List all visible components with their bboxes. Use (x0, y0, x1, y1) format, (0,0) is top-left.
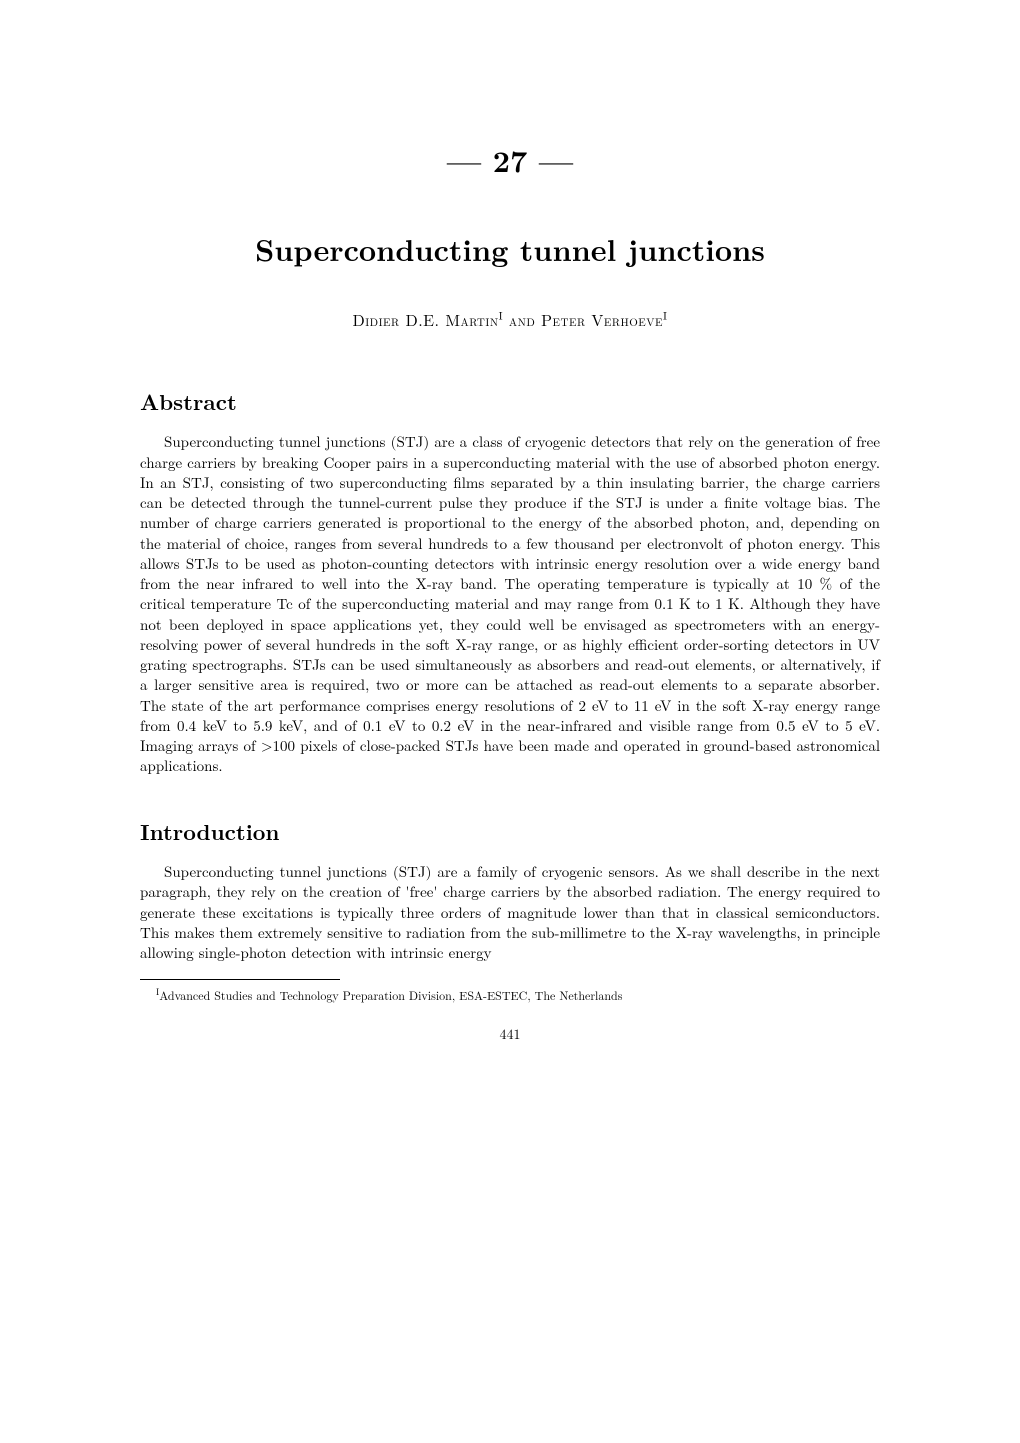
authors-and: and (503, 308, 541, 331)
author-name-2: Peter Verhoeve (541, 308, 663, 331)
footnote-text: Advanced Studies and Technology Preparat… (159, 987, 622, 1004)
author-affiliation-marker-2: I (663, 309, 667, 324)
page-title: Superconducting tunnel junctions (140, 229, 880, 270)
authors-line: Didier D.E. MartinI and Peter VerhoeveI (140, 309, 880, 331)
page-number: 441 (140, 1025, 880, 1044)
footnote-divider (140, 979, 340, 980)
author-name-1: Didier D.E. Martin (352, 308, 498, 331)
chapter-number: — 27 — (140, 140, 880, 181)
footnote: IAdvanced Studies and Technology Prepara… (140, 986, 880, 1004)
abstract-heading: Abstract (140, 387, 880, 417)
introduction-heading: Introduction (140, 817, 880, 847)
introduction-section: Introduction Superconducting tunnel junc… (140, 817, 880, 964)
abstract-body: Superconducting tunnel junctions (STJ) a… (140, 432, 880, 776)
introduction-body: Superconducting tunnel junctions (STJ) a… (140, 862, 880, 963)
abstract-section: Abstract Superconducting tunnel junction… (140, 387, 880, 777)
